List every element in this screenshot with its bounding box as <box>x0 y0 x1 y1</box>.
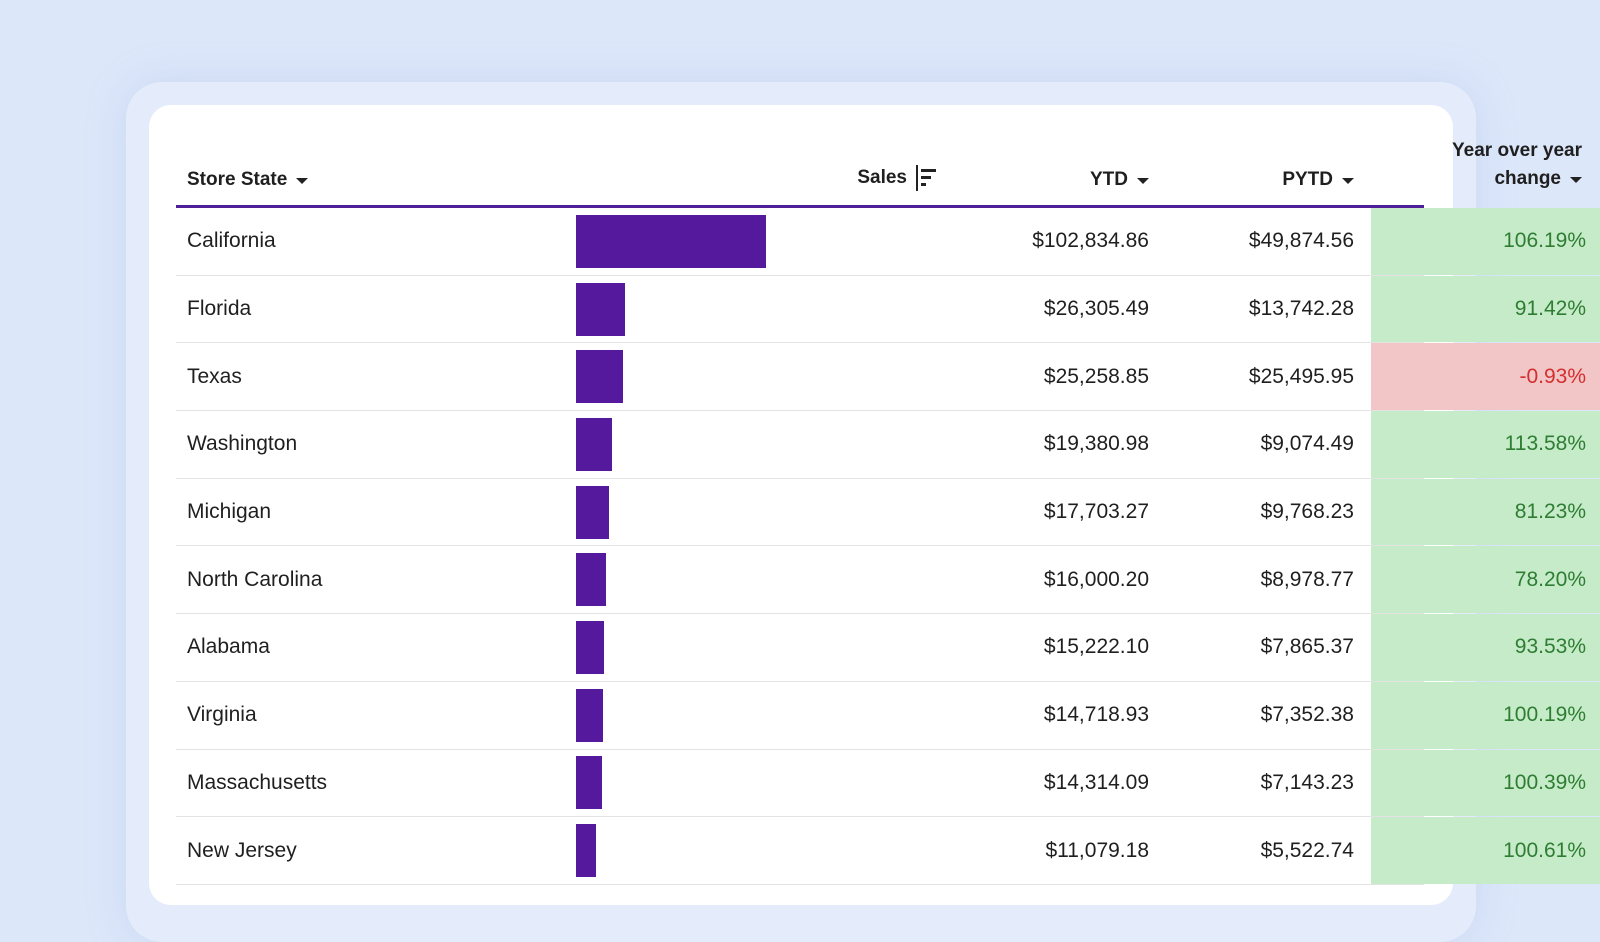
cell-yoy-change: 93.53% <box>1371 614 1600 681</box>
table-row[interactable]: Texas $25,258.85 $25,495.95 -0.93% <box>176 343 1600 412</box>
caret-down-icon[interactable] <box>1342 178 1354 184</box>
cell-pytd: $9,074.49 <box>1260 432 1354 456</box>
cell-sales-bar <box>576 411 766 478</box>
cell-ytd: $16,000.20 <box>1043 567 1149 591</box>
header-yoy-change[interactable]: Year over year change <box>1356 137 1582 193</box>
cell-pytd: $13,742.28 <box>1248 297 1354 321</box>
sales-bar <box>576 350 623 404</box>
header-yoy-line2: change <box>1452 165 1582 193</box>
caret-down-icon[interactable] <box>1570 177 1582 183</box>
cell-store-state: Florida <box>187 297 252 321</box>
table-row[interactable]: Michigan $17,703.27 $9,768.23 81.23% <box>176 478 1600 547</box>
table-row[interactable]: New Jersey $11,079.18 $5,522.74 100.61% <box>176 817 1600 885</box>
sales-bar <box>576 824 597 878</box>
header-ytd-label: YTD <box>1090 169 1128 190</box>
cell-ytd: $17,703.27 <box>1043 500 1149 524</box>
sales-table: Store State Sales YTD PYTD Year over yea… <box>176 130 1600 885</box>
header-pytd-label: PYTD <box>1282 169 1333 190</box>
cell-sales-bar <box>576 343 766 410</box>
header-yoy-line1: Year over year <box>1452 140 1582 161</box>
cell-yoy-change: -0.93% <box>1371 343 1600 411</box>
cell-sales-bar <box>576 208 766 275</box>
sales-bar <box>576 620 605 674</box>
cell-yoy-change: 91.42% <box>1371 275 1600 343</box>
table-row[interactable]: Massachusetts $14,314.09 $7,143.23 100.3… <box>176 749 1600 818</box>
cell-yoy-change: 100.39% <box>1371 749 1600 817</box>
cell-ytd: $14,314.09 <box>1043 770 1149 794</box>
table-header: Store State Sales YTD PYTD Year over yea… <box>176 130 1582 208</box>
cell-pytd: $7,865.37 <box>1260 635 1354 659</box>
cell-pytd: $7,352.38 <box>1260 703 1354 727</box>
cell-yoy-change: 106.19% <box>1371 208 1600 275</box>
header-yoy-label: Year over year change <box>1452 137 1582 193</box>
sales-bar <box>576 485 609 539</box>
sales-bar <box>576 553 606 607</box>
header-yoy-line2-text: change <box>1494 168 1561 189</box>
cell-pytd: $9,768.23 <box>1260 500 1354 524</box>
caret-down-icon[interactable] <box>1137 178 1149 184</box>
table-row[interactable]: Washington $19,380.98 $9,074.49 113.58% <box>176 411 1600 479</box>
sales-bar <box>576 688 604 742</box>
cell-store-state: Washington <box>187 432 298 456</box>
sales-bar <box>576 756 603 810</box>
cell-pytd: $5,522.74 <box>1260 838 1354 862</box>
header-pytd[interactable]: PYTD <box>1150 169 1354 191</box>
cell-store-state: New Jersey <box>187 838 297 862</box>
cell-store-state: Massachusetts <box>187 770 328 794</box>
cell-store-state: Texas <box>187 364 242 388</box>
cell-store-state: Alabama <box>187 635 270 659</box>
cell-sales-bar <box>576 546 766 613</box>
cell-pytd: $8,978.77 <box>1260 567 1354 591</box>
cell-ytd: $25,258.85 <box>1043 364 1149 388</box>
cell-pytd: $49,874.56 <box>1248 229 1354 253</box>
cell-yoy-change: 100.19% <box>1371 681 1600 749</box>
table-card <box>149 105 1453 905</box>
cell-yoy-change: 113.58% <box>1371 411 1600 478</box>
cell-yoy-change: 78.20% <box>1371 546 1600 614</box>
sales-bar <box>576 417 612 471</box>
cell-ytd: $15,222.10 <box>1043 635 1149 659</box>
cell-store-state: California <box>187 229 276 253</box>
header-ytd[interactable]: YTD <box>936 169 1149 191</box>
header-store-state[interactable]: Store State <box>187 169 309 191</box>
table-row[interactable]: California $102,834.86 $49,874.56 106.19… <box>176 208 1600 276</box>
header-sales[interactable]: Sales <box>706 165 938 191</box>
cell-ytd: $14,718.93 <box>1043 703 1149 727</box>
sort-descending-icon[interactable] <box>916 165 938 191</box>
cell-store-state: Virginia <box>187 703 257 727</box>
sales-bar <box>576 282 625 336</box>
cell-sales-bar <box>576 750 766 817</box>
cell-sales-bar <box>576 614 766 681</box>
header-sales-label: Sales <box>857 167 907 188</box>
cell-store-state: Michigan <box>187 500 272 524</box>
header-store-state-label: Store State <box>187 169 288 190</box>
cell-pytd: $25,495.95 <box>1248 364 1354 388</box>
cell-pytd: $7,143.23 <box>1260 770 1354 794</box>
cell-ytd: $19,380.98 <box>1043 432 1149 456</box>
cell-sales-bar <box>576 479 766 546</box>
cell-yoy-change: 100.61% <box>1371 817 1600 884</box>
table-row[interactable]: Alabama $15,222.10 $7,865.37 93.53% <box>176 614 1600 682</box>
table-row[interactable]: Florida $26,305.49 $13,742.28 91.42% <box>176 275 1600 344</box>
cell-sales-bar <box>576 276 766 343</box>
cell-ytd: $102,834.86 <box>1032 229 1149 253</box>
cell-ytd: $26,305.49 <box>1043 297 1149 321</box>
cell-sales-bar <box>576 682 766 749</box>
table-row[interactable]: North Carolina $16,000.20 $8,978.77 78.2… <box>176 546 1600 615</box>
table-row[interactable]: Virginia $14,718.93 $7,352.38 100.19% <box>176 681 1600 750</box>
cell-ytd: $11,079.18 <box>1045 838 1149 862</box>
cell-sales-bar <box>576 817 766 884</box>
table-body: California $102,834.86 $49,874.56 106.19… <box>176 208 1600 885</box>
sales-bar <box>576 214 766 268</box>
cell-store-state: North Carolina <box>187 567 323 591</box>
cell-yoy-change: 81.23% <box>1371 478 1600 546</box>
caret-down-icon[interactable] <box>296 178 309 184</box>
